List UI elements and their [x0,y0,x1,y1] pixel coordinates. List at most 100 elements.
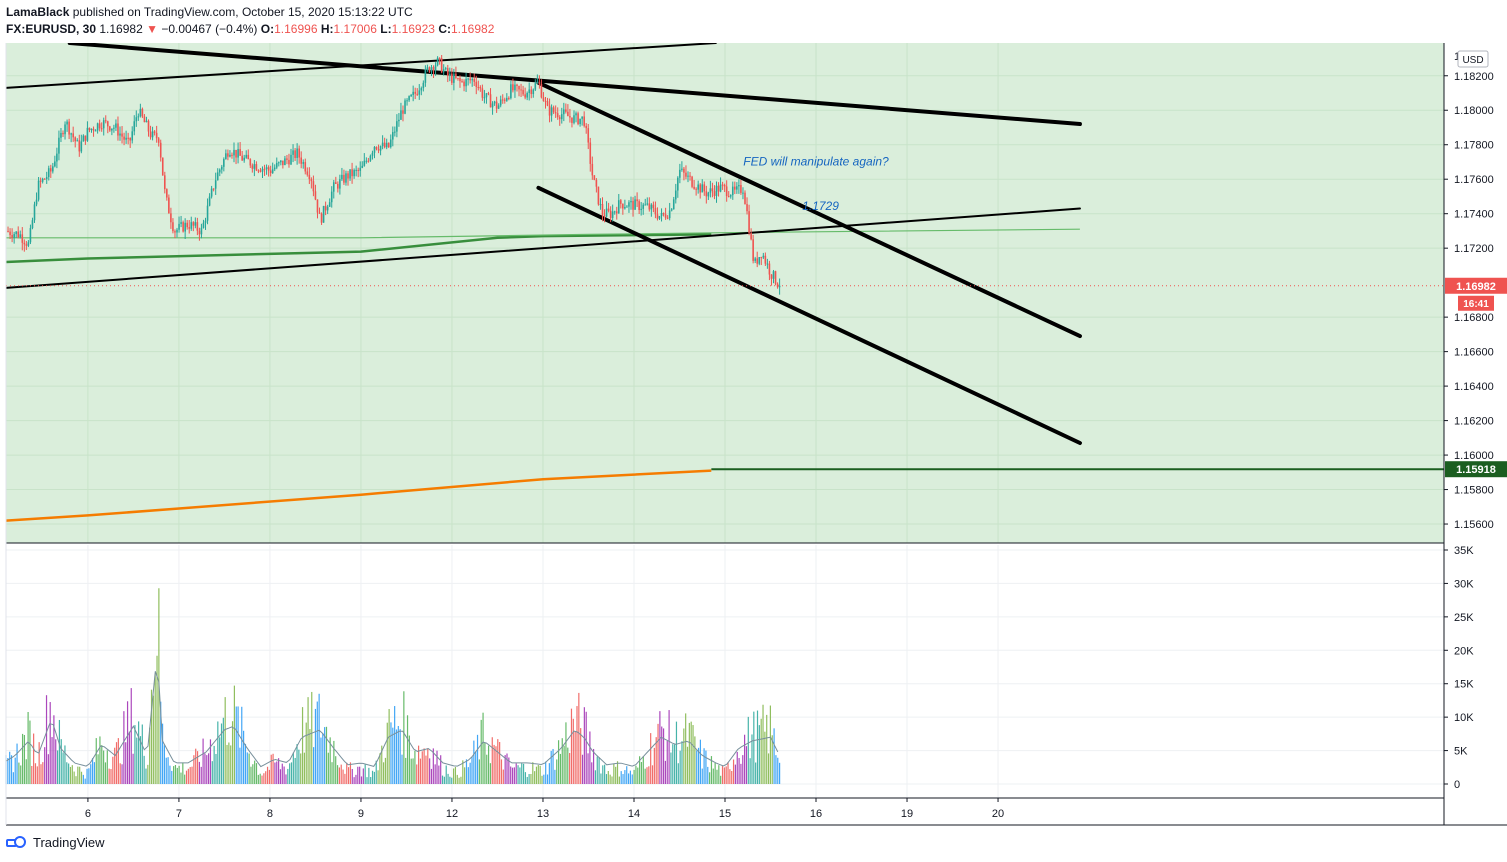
candle-body [446,68,449,76]
candle-body [563,109,565,115]
candle-body [677,177,679,191]
candle-body [461,81,463,83]
candle-body [583,116,585,126]
candle-body [373,146,376,153]
price-tick-label: 1.16600 [1454,347,1494,359]
candle-body [82,135,85,142]
open-value: 1.16996 [274,22,318,36]
candle-body [534,83,537,90]
candle-body [100,128,103,130]
candle-body [212,188,215,190]
candle-body [45,177,48,179]
candle-body [135,117,138,122]
support-level-label: 1.15918 [1456,464,1496,476]
candle-body [487,93,490,95]
candle-body [560,114,563,120]
candle-body [495,101,498,109]
volume-tick-label: 5K [1454,746,1468,758]
price-tick-label: 1.18000 [1454,105,1494,117]
candle-body [60,132,62,138]
candle-body [84,135,87,141]
candle-body [506,97,508,101]
candle-body [379,146,382,151]
grid [6,43,1444,798]
candle-body [290,154,292,165]
candle-body [579,118,581,125]
candle-body [198,230,201,235]
candle-body [536,81,539,84]
candle-body [650,204,653,210]
candle-body [117,123,119,136]
candle-body [375,146,378,150]
candle-body [434,65,437,71]
candle-body [752,239,754,261]
candle-body [479,87,482,89]
candle-body [70,133,72,135]
candle-body [742,192,744,194]
candle-body [477,86,480,88]
candle-body [31,220,34,229]
published-text: published on TradingView.com, October 15… [72,5,413,19]
candle-body [267,167,270,171]
candle-body [727,196,730,198]
volume-tick-label: 35K [1454,545,1474,557]
candle-body [9,231,11,236]
candle-body [481,88,484,98]
candle-body [54,161,56,167]
candle-body [269,170,272,174]
candle-body [406,100,408,102]
brand-name[interactable]: TradingView [33,835,105,850]
candle-body [577,113,579,125]
candle-body [512,84,514,91]
candle-body [182,222,184,232]
candle-body [170,213,172,223]
candle-body [223,159,225,167]
candle-body [599,204,602,206]
candle-body [772,271,775,279]
candle-body [111,128,113,131]
candle-body [485,93,488,98]
candle-body [316,199,319,213]
candle-body [585,125,588,129]
axes: 1.15600 1.15800 1.16000 1.16200 1.16400 1.166… [85,50,1494,820]
candle-body [153,131,156,133]
candle-body [491,103,494,108]
candle-body [58,137,60,154]
candle-body [422,82,425,89]
candle-body [414,91,416,94]
moving-average-line [6,469,712,522]
candle-body [294,150,296,158]
candle-body [218,169,221,173]
candle-body [703,184,706,192]
time-tick-label: 6 [85,808,91,820]
candle-body [778,285,781,288]
candle-body [64,124,66,135]
candle-body [141,108,144,117]
volume-tick-label: 30K [1454,578,1474,590]
candle-body [725,186,728,197]
candle-body [56,153,58,162]
candle-body [540,84,543,98]
volume-tick-label: 15K [1454,679,1474,691]
candle-body [459,78,461,82]
candle-body [284,158,286,166]
candle-body [567,111,569,117]
candle-body [465,78,467,87]
candle-body [440,58,443,73]
candle-body [729,195,732,197]
trendline [67,43,1082,127]
candle-body [436,57,439,66]
candle-body [190,222,193,229]
candle-body [229,154,231,157]
author-name[interactable]: LamaBlack [6,5,70,19]
down-arrow-icon: ▼ [146,22,158,36]
candle-body [102,120,105,129]
candle-body [237,149,239,158]
price-tick-label: 1.16000 [1454,450,1494,462]
candle-body [695,188,697,190]
time-tick-label: 19 [901,808,913,820]
symbol-name[interactable]: FX:EURUSD, 30 [6,22,97,36]
candle-body [626,206,628,208]
candle-body [398,119,400,122]
